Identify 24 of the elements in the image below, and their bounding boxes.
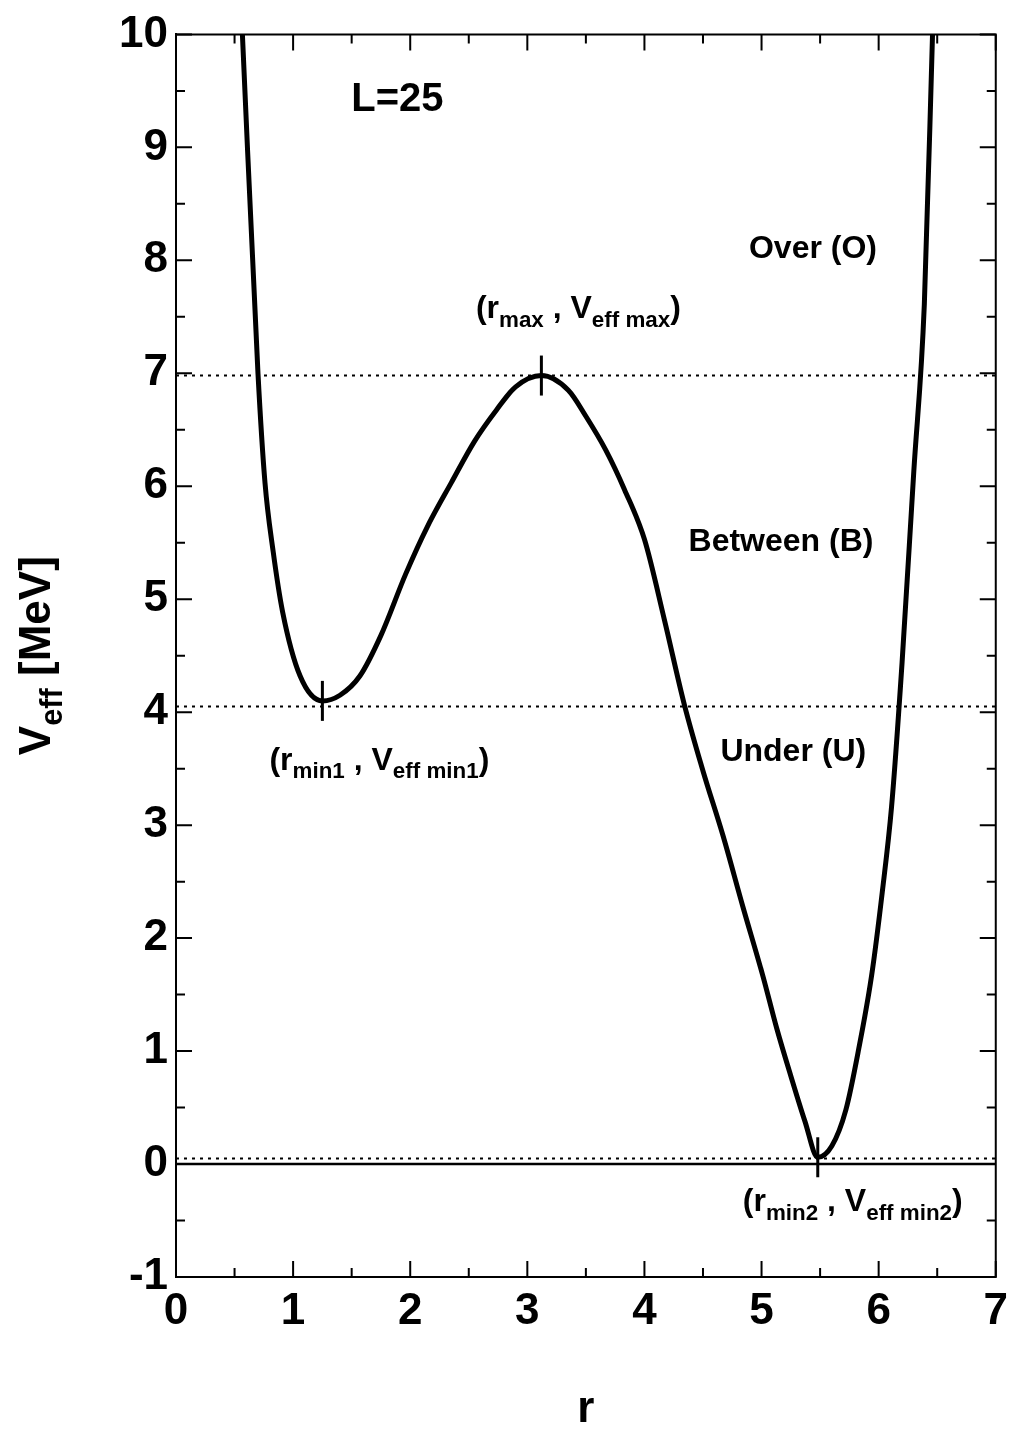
annotation: Over (O) xyxy=(748,229,877,266)
y-tick-label: 8 xyxy=(143,232,168,282)
y-tick-label: 5 xyxy=(143,571,168,621)
x-tick-label: 4 xyxy=(632,1283,658,1333)
x-tick-label: 6 xyxy=(866,1283,891,1333)
x-tick-label: 1 xyxy=(280,1283,306,1333)
y-axis-title: Veff [MeV] xyxy=(10,556,69,756)
annotation: L=25 xyxy=(351,75,444,120)
annotation: Under (U) xyxy=(720,732,867,769)
y-tick-label: 6 xyxy=(143,458,168,508)
y-tick-label: 1 xyxy=(143,1023,168,1073)
x-tick-label: 2 xyxy=(397,1283,423,1333)
x-tick-label: 5 xyxy=(749,1283,774,1333)
x-axis-title: r xyxy=(577,1382,595,1432)
y-tick-label: 10 xyxy=(119,6,168,56)
y-tick-label: 7 xyxy=(143,345,168,395)
y-tick-label: 2 xyxy=(143,910,168,960)
y-tick-label: 0 xyxy=(143,1136,168,1186)
y-tick-label: 3 xyxy=(143,797,168,847)
y-tick-label: 9 xyxy=(143,119,168,169)
x-tick-label: 3 xyxy=(515,1283,540,1333)
y-tick-label: 4 xyxy=(143,684,169,734)
annotation: Between (B) xyxy=(688,522,874,559)
x-tick-label: 7 xyxy=(983,1283,1009,1333)
